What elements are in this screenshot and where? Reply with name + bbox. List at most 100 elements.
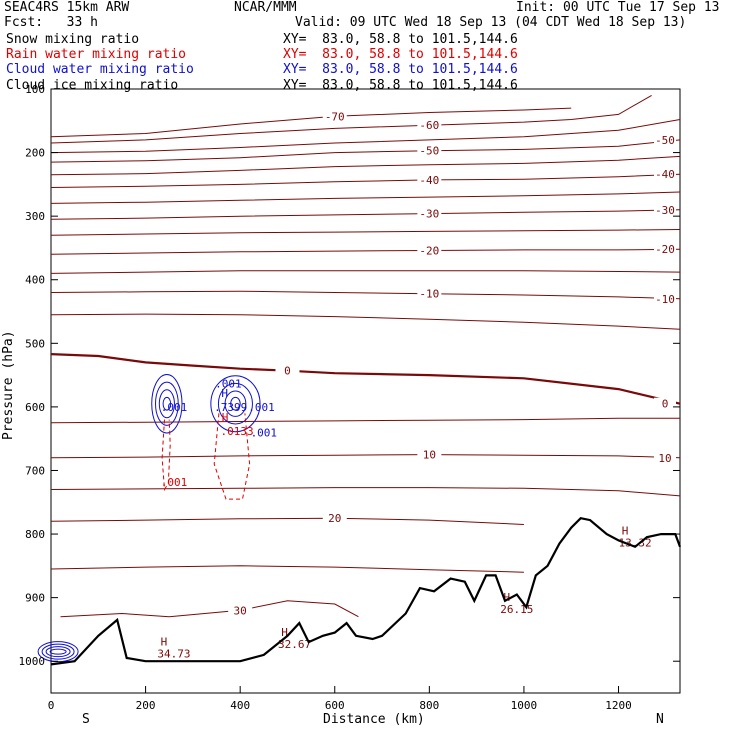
x-tick-label: 800 bbox=[419, 699, 439, 712]
model-title: SEAC4RS 15km ARW bbox=[4, 0, 130, 15]
field-cloud-water-xy: XY= 83.0, 58.8 to 101.5,144.6 bbox=[283, 62, 518, 77]
y-axis-label: Pressure (hPa) bbox=[1, 330, 16, 440]
y-tick-label: 300 bbox=[25, 210, 45, 223]
temperature-contour bbox=[50, 487, 681, 497]
terrain-line bbox=[50, 517, 682, 666]
cloud-water-contour bbox=[155, 381, 179, 426]
field-rain-xy: XY= 83.0, 58.8 to 101.5,144.6 bbox=[283, 47, 518, 62]
temperature-contour bbox=[50, 191, 681, 204]
y-tick-label: 100 bbox=[25, 83, 45, 96]
temperature-contour bbox=[50, 313, 681, 330]
temperature-max-marker: H bbox=[622, 524, 629, 537]
x-tick-label: 1000 bbox=[511, 699, 538, 712]
temperature-contour-label: -70 bbox=[325, 110, 345, 123]
contour-label-bg bbox=[322, 110, 347, 122]
cloud-water-contour bbox=[162, 396, 172, 411]
contour-label-bg bbox=[417, 244, 442, 256]
cloud-water-contour bbox=[151, 373, 183, 434]
cloud-water-contour-label: .001 bbox=[161, 401, 188, 414]
rain-water-contour-label: .001 bbox=[161, 476, 188, 489]
y-tick-label: 800 bbox=[25, 528, 45, 541]
temperature-contour bbox=[50, 173, 681, 188]
temperature-contour bbox=[50, 353, 681, 405]
temperature-contour-label: -30 bbox=[419, 208, 439, 221]
temperature-contour-label: 20 bbox=[328, 512, 341, 525]
temperature-max-value: 34.73 bbox=[157, 648, 190, 661]
temperature-contour bbox=[50, 209, 681, 220]
direction-left-label: S bbox=[82, 712, 90, 727]
temperature-contour-label: 0 bbox=[662, 398, 669, 411]
temperature-contour bbox=[50, 454, 681, 459]
y-tick-label: 900 bbox=[25, 592, 45, 605]
temperature-contour-label: 10 bbox=[423, 449, 436, 462]
rain-water-contour bbox=[213, 413, 251, 500]
cloud-water-contour bbox=[45, 646, 71, 658]
contour-label-bg bbox=[417, 448, 442, 460]
cloud-water-contour bbox=[217, 382, 253, 425]
y-tick-label: 200 bbox=[25, 147, 45, 160]
x-tick-label: 0 bbox=[48, 699, 55, 712]
contour-label-bg bbox=[654, 168, 676, 180]
x-tick-label: 200 bbox=[136, 699, 156, 712]
contour-label-bg bbox=[417, 207, 442, 219]
temperature-max-marker: H bbox=[504, 591, 511, 604]
temperature-contour bbox=[50, 565, 524, 573]
y-tick-label: 700 bbox=[25, 464, 45, 477]
cloud-water-contour-label: .001 bbox=[248, 401, 275, 414]
rain-water-max-marker: H bbox=[222, 411, 229, 424]
temperature-contour bbox=[50, 94, 652, 144]
cloud-water-contour bbox=[158, 389, 175, 419]
rain-water-max-value: .0133 bbox=[221, 425, 254, 438]
temperature-contour-label: -40 bbox=[419, 174, 439, 187]
temperature-contour-label: -10 bbox=[419, 288, 439, 301]
valid-time: Valid: 09 UTC Wed 18 Sep 13 (04 CDT Wed … bbox=[295, 15, 687, 30]
contour-label-bg bbox=[417, 287, 442, 299]
temperature-contour-label: -50 bbox=[655, 134, 675, 147]
temperature-contour-label: -50 bbox=[419, 145, 439, 158]
temperature-max-value: 32.67 bbox=[278, 638, 311, 651]
y-tick-label: 500 bbox=[25, 337, 45, 350]
direction-right-label: N bbox=[656, 712, 664, 727]
field-rain-label: Rain water mixing ratio bbox=[6, 47, 187, 62]
temperature-contour-label: -10 bbox=[655, 293, 675, 306]
cloud-water-contour-label: .001 bbox=[251, 426, 278, 439]
y-tick-label: 400 bbox=[25, 274, 45, 287]
contour-label-bg bbox=[275, 364, 300, 376]
temperature-contour-label: -30 bbox=[655, 204, 675, 217]
y-tick-label: 1000 bbox=[19, 655, 46, 668]
center-name: NCAR/MMM bbox=[234, 0, 297, 15]
temperature-contour-label: 30 bbox=[234, 604, 247, 617]
temperature-contour-label: -60 bbox=[419, 119, 439, 132]
rain-water-contour bbox=[161, 419, 171, 492]
contour-label-bg bbox=[228, 604, 253, 616]
init-time: Init: 00 UTC Tue 17 Sep 13 bbox=[516, 0, 720, 15]
temperature-contour bbox=[60, 600, 359, 618]
contour-label-bg bbox=[417, 173, 442, 185]
cloud-water-contour bbox=[210, 375, 261, 433]
temperature-contour bbox=[50, 417, 680, 424]
field-snow-xy: XY= 83.0, 58.8 to 101.5,144.6 bbox=[283, 32, 518, 47]
temperature-contour bbox=[50, 248, 681, 255]
temperature-contour bbox=[50, 270, 681, 274]
temperature-contour-label: 0 bbox=[284, 365, 291, 378]
y-tick-label: 600 bbox=[25, 401, 45, 414]
x-axis-label: Distance (km) bbox=[323, 712, 425, 727]
cloud-water-contour bbox=[37, 641, 79, 663]
contour-label-bg bbox=[654, 397, 676, 409]
cloud-water-max-value: .7399 bbox=[214, 401, 247, 414]
temperature-contour bbox=[50, 139, 681, 163]
cloud-water-contour bbox=[224, 390, 247, 417]
contour-label-bg bbox=[417, 144, 442, 156]
cloud-water-contour bbox=[41, 643, 75, 660]
temperature-max-value: 26.15 bbox=[500, 603, 533, 616]
contour-label-bg bbox=[654, 451, 676, 463]
x-tick-label: 600 bbox=[325, 699, 345, 712]
forecast-hour: Fcst: 33 h bbox=[4, 15, 98, 30]
temperature-contour-label: -20 bbox=[419, 244, 439, 257]
temperature-contour bbox=[50, 155, 681, 176]
contour-label-bg bbox=[322, 512, 347, 524]
temperature-contour bbox=[50, 107, 572, 138]
temperature-contour bbox=[50, 229, 681, 236]
field-snow-label: Snow mixing ratio bbox=[6, 32, 140, 47]
